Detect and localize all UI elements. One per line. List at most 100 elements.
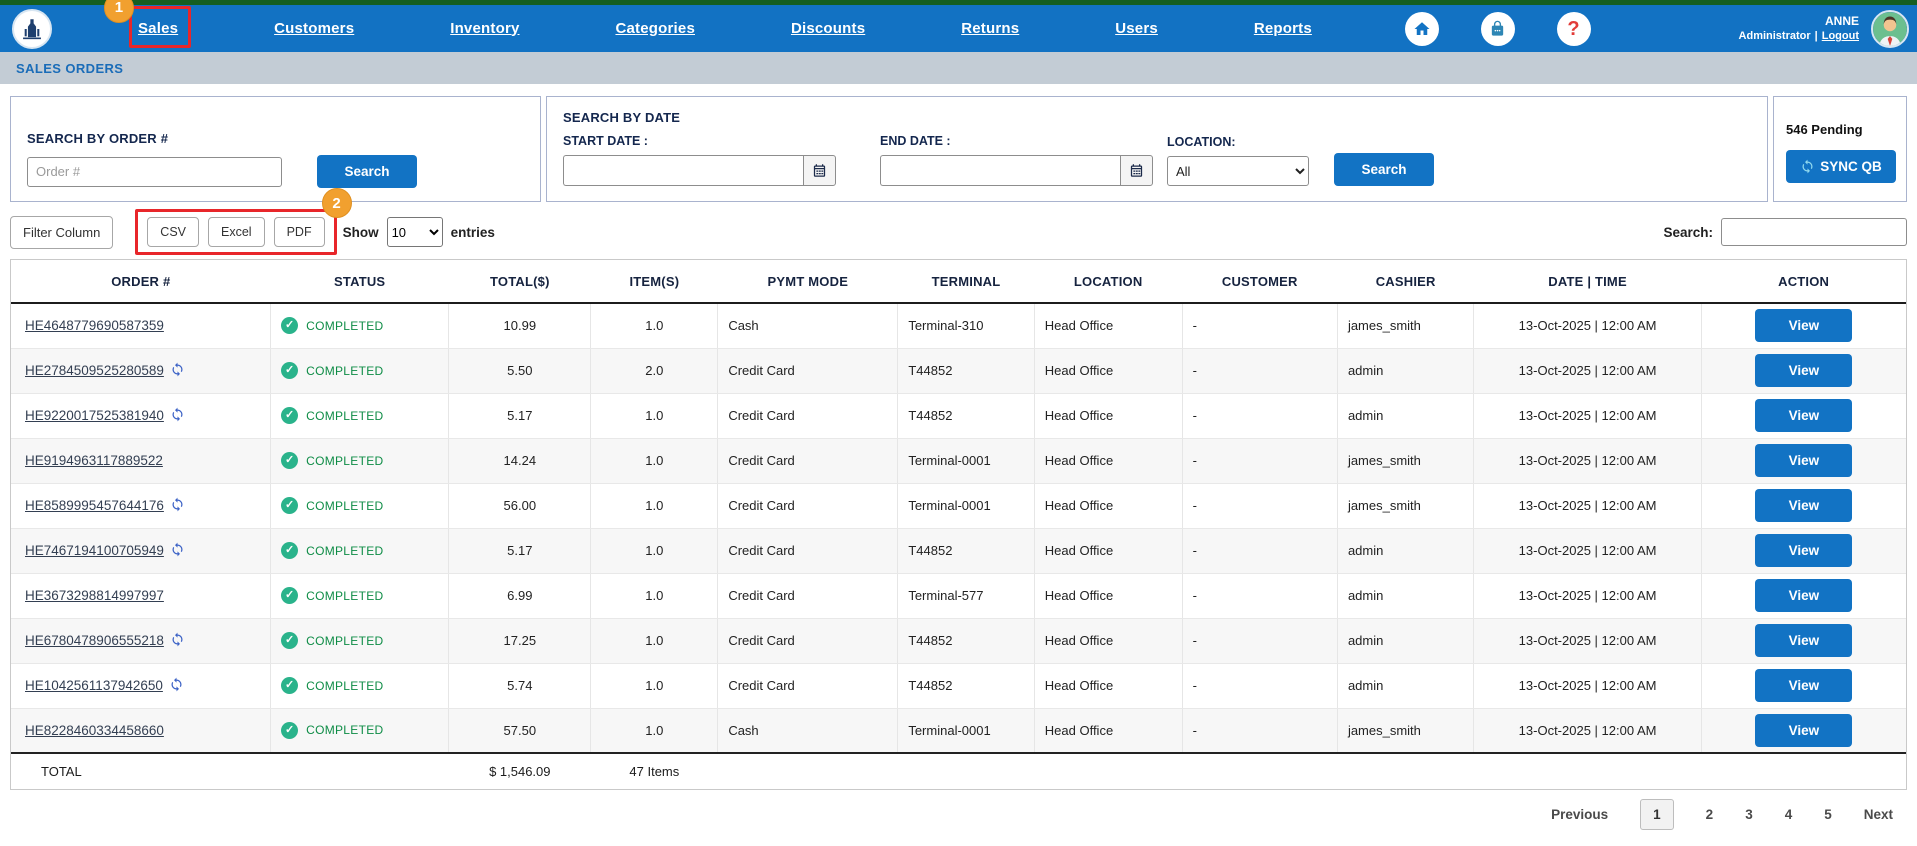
start-date-label: START DATE : [563, 134, 836, 148]
column-header-action[interactable]: ACTION [1701, 260, 1906, 303]
column-header-item-s[interactable]: ITEM(S) [591, 260, 718, 303]
page-size-select[interactable]: 10 [387, 217, 443, 247]
calendar-icon [1129, 163, 1144, 178]
filter-column-button[interactable]: Filter Column [10, 216, 113, 249]
page-button-1[interactable]: 1 [1640, 799, 1674, 830]
view-button[interactable]: View [1755, 714, 1852, 747]
nav-item-discounts[interactable]: Discounts [791, 20, 865, 38]
export-pdf-button[interactable]: PDF [274, 217, 325, 247]
datetime-cell: 13-Oct-2025 | 12:00 AM [1474, 708, 1701, 753]
terminal-cell: T44852 [898, 348, 1034, 393]
view-button[interactable]: View [1755, 399, 1852, 432]
view-button[interactable]: View [1755, 579, 1852, 612]
sync-qb-button[interactable]: SYNC QB [1786, 150, 1896, 183]
pymt-cell: Credit Card [718, 393, 898, 438]
view-button[interactable]: View [1755, 534, 1852, 567]
view-button[interactable]: View [1755, 354, 1852, 387]
nav-item-inventory[interactable]: Inventory [450, 20, 519, 38]
view-button[interactable]: View [1755, 624, 1852, 657]
column-header-cashier[interactable]: CASHIER [1337, 260, 1473, 303]
order-link[interactable]: HE3673298814997997 [25, 588, 164, 603]
order-link[interactable]: HE9220017525381940 [25, 408, 164, 423]
nav-item-categories[interactable]: Categories [615, 20, 695, 38]
page-button-5[interactable]: 5 [1824, 807, 1832, 822]
action-cell: View [1701, 618, 1906, 663]
nav-item-users[interactable]: Users [1115, 20, 1158, 38]
customer-cell: - [1182, 528, 1337, 573]
show-entries-group: Show 10 entries [343, 217, 495, 247]
check-icon [281, 317, 298, 334]
order-link[interactable]: HE1042561137942650 [25, 678, 163, 693]
customer-cell: - [1182, 393, 1337, 438]
search-by-date-panel: SEARCH BY DATE START DATE : [546, 96, 1768, 202]
column-header-location[interactable]: LOCATION [1034, 260, 1182, 303]
view-button[interactable]: View [1755, 309, 1852, 342]
end-date-input[interactable] [880, 155, 1120, 186]
user-avatar[interactable] [1871, 10, 1909, 48]
order-search-button[interactable]: Search [317, 155, 417, 188]
logout-link[interactable]: Logout [1822, 30, 1859, 42]
column-header-terminal[interactable]: TERMINAL [898, 260, 1034, 303]
page-button-4[interactable]: 4 [1785, 807, 1793, 822]
nav-item-sales[interactable]: Sales1 [138, 20, 178, 38]
show-label: Show [343, 225, 379, 240]
check-icon [281, 632, 298, 649]
order-link[interactable]: HE7467194100705949 [25, 543, 164, 558]
column-header-status[interactable]: STATUS [271, 260, 449, 303]
total-cell: 6.99 [449, 573, 591, 618]
view-button[interactable]: View [1755, 489, 1852, 522]
nav-item-returns[interactable]: Returns [961, 20, 1019, 38]
order-row: HE3673298814997997COMPLETED6.991.0Credit… [11, 573, 1906, 618]
view-button[interactable]: View [1755, 444, 1852, 477]
breadcrumb-label: SALES ORDERS [16, 61, 123, 76]
location-select[interactable]: All [1167, 156, 1309, 186]
app-logo[interactable] [12, 9, 52, 49]
page-button-3[interactable]: 3 [1745, 807, 1753, 822]
export-excel-button[interactable]: Excel [208, 217, 265, 247]
order-link[interactable]: HE8589995457644176 [25, 498, 164, 513]
order-link[interactable]: HE6780478906555218 [25, 633, 164, 648]
check-icon [281, 542, 298, 559]
home-button[interactable] [1405, 12, 1439, 46]
date-search-button[interactable]: Search [1334, 153, 1434, 186]
orders-table-card: ORDER #STATUSTOTAL($)ITEM(S)PYMT MODETER… [10, 259, 1907, 790]
status-cell: COMPLETED [271, 618, 449, 663]
nav-item-label: Reports [1254, 20, 1312, 37]
lock-button[interactable] [1481, 12, 1515, 46]
export-csv-button[interactable]: CSV [147, 217, 199, 247]
action-cell: View [1701, 573, 1906, 618]
column-header-total[interactable]: TOTAL($) [449, 260, 591, 303]
column-header-customer[interactable]: CUSTOMER [1182, 260, 1337, 303]
order-cell: HE2784509525280589 [11, 348, 271, 393]
nav-item-reports[interactable]: Reports [1254, 20, 1312, 38]
page-button-2[interactable]: 2 [1706, 807, 1714, 822]
order-row: HE8589995457644176COMPLETED56.001.0Credi… [11, 483, 1906, 528]
view-button[interactable]: View [1755, 669, 1852, 702]
next-page-button[interactable]: Next [1864, 807, 1893, 822]
pymt-cell: Cash [718, 303, 898, 348]
table-body: HE4648779690587359COMPLETED10.991.0CashT… [11, 303, 1906, 753]
order-link[interactable]: HE4648779690587359 [25, 318, 164, 333]
page-numbers: 1 2 3 4 5 [1608, 799, 1832, 830]
help-button[interactable]: ? [1557, 12, 1591, 46]
order-link[interactable]: HE2784509525280589 [25, 363, 164, 378]
column-header-pymt-mode[interactable]: PYMT MODE [718, 260, 898, 303]
order-number-input[interactable] [27, 157, 282, 187]
column-header-order[interactable]: ORDER # [11, 260, 271, 303]
order-cell: HE8589995457644176 [11, 483, 271, 528]
order-link[interactable]: HE8228460334458660 [25, 723, 164, 738]
start-date-calendar-button[interactable] [803, 155, 836, 186]
column-header-date-time[interactable]: DATE | TIME [1474, 260, 1701, 303]
order-link[interactable]: HE9194963117889522 [25, 453, 163, 468]
previous-page-button[interactable]: Previous [1551, 807, 1608, 822]
customer-cell: - [1182, 573, 1337, 618]
table-header-row: ORDER #STATUSTOTAL($)ITEM(S)PYMT MODETER… [11, 260, 1906, 303]
nav-item-customers[interactable]: Customers [274, 20, 354, 38]
terminal-cell: T44852 [898, 393, 1034, 438]
start-date-input[interactable] [563, 155, 803, 186]
annotation-badge-1: 1 [104, 0, 134, 23]
action-cell: View [1701, 393, 1906, 438]
customer-cell: - [1182, 663, 1337, 708]
table-search-input[interactable] [1721, 218, 1907, 246]
end-date-calendar-button[interactable] [1120, 155, 1153, 186]
